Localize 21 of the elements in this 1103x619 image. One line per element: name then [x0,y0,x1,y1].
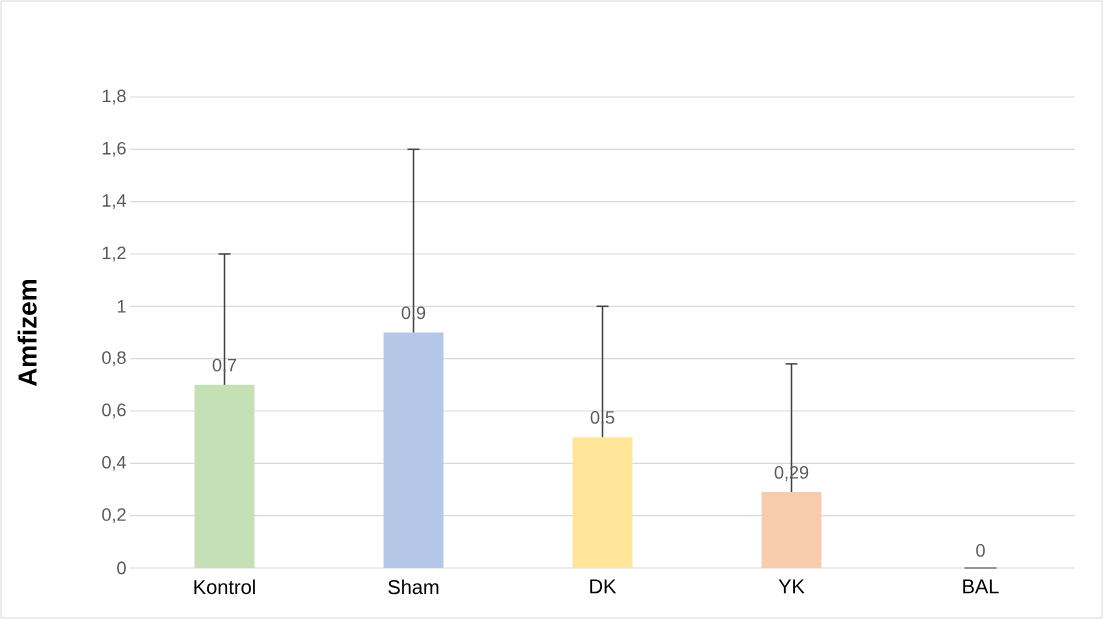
bar [572,437,633,568]
data-label: 0 [976,544,985,557]
x-tick-label: YK [778,579,805,594]
y-tick-label: 1 [117,300,126,313]
bar [761,492,822,568]
y-axis-title: Amfizem [17,279,37,387]
x-tick-label: Sham [388,579,439,595]
y-tick-label: 0 [117,561,126,575]
y-tick-label: 1,6 [102,141,126,157]
y-tick-label: 0,4 [102,455,126,471]
x-tick-label: Kontrol [194,579,255,595]
y-tick-label: 0,8 [102,351,126,367]
x-tick-label: DK [590,579,617,594]
y-tick-label: 0,2 [102,508,126,524]
y-tick-label: 0,6 [102,403,126,419]
y-tick-label: 1,4 [102,194,126,209]
bar [194,384,255,568]
x-tick-label: BAL [963,579,999,594]
bar [383,332,444,568]
y-tick-label: 1,2 [102,246,126,262]
y-tick-label: 1,8 [102,89,126,105]
